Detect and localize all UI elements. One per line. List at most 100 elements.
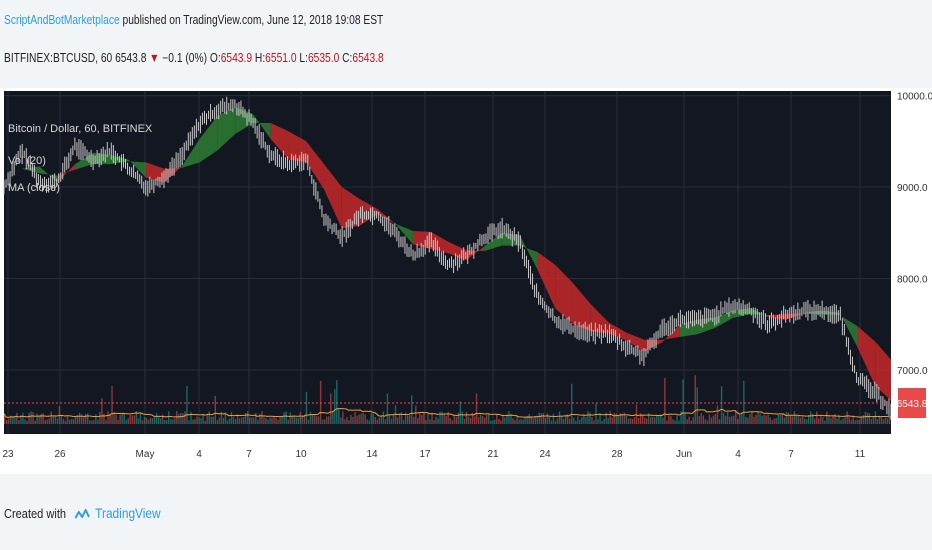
publish-info: ScriptAndBotMarketplace published on Tra… [4,13,383,27]
volume-bar [818,418,820,424]
volume-bar [368,420,370,424]
volume-bar [161,414,164,424]
volume-bar [477,417,480,424]
volume-bar [597,419,599,424]
volume-bar [599,413,601,424]
volume-bar [374,417,376,424]
volume-bar [773,418,775,424]
volume-bar [342,411,344,424]
volume-bar [840,420,842,424]
volume-bar [641,414,644,424]
volume-bar [206,414,208,424]
price-chart[interactable]: Bitcoin / Dollar, 60, BITFINEX Vol (20) … [0,88,932,474]
ma-cloud-segment [750,308,769,318]
volume-bar [289,412,291,424]
volume-bar [613,413,615,424]
ma-cloud-segment [804,310,822,315]
volume-bar [145,417,148,424]
ma-cloud-segment [39,166,58,183]
y-tick-label: 7000.0 [897,366,928,377]
volume-bar [870,419,873,424]
volume-bar [797,416,800,424]
volume-bar [265,418,267,424]
author-link[interactable]: ScriptAndBotMarketplace [4,13,120,27]
volume-bar [166,420,168,424]
ma-cloud-segment [484,232,502,252]
volume-bar [121,413,123,424]
volume-bar [603,418,605,424]
volume-bar [611,417,613,424]
volume-bar [852,415,854,424]
price-axis[interactable] [891,91,932,434]
volume-bar [291,415,293,424]
ma-cloud-segment [377,208,396,224]
volume-bar [386,393,389,424]
volume-bar [210,416,212,424]
volume-bar [20,415,22,424]
volume-bar [259,413,261,424]
volume-bar [779,415,781,424]
volume-bar [396,417,399,424]
volume-bar [6,420,8,424]
volume-bar [546,413,549,424]
volume-bar [413,416,415,424]
volume-bar [95,414,97,424]
volume-bar [437,418,439,424]
volume-bar [378,417,381,424]
x-tick-label: 28 [611,449,623,460]
volume-bar [297,417,300,424]
volume-bar [621,413,624,424]
volume-bar [137,418,140,424]
volume-bar [473,416,476,424]
volume-bar [372,413,374,424]
tradingview-brand-link[interactable]: TradingView [95,505,161,521]
volume-bar [78,412,81,424]
volume-bar [820,414,822,424]
volume-bar [724,415,727,424]
ma-cloud-segment [306,141,325,190]
volume-bar [623,412,626,424]
volume-bar [601,420,603,424]
volume-bar [872,416,875,424]
volume-bar [676,415,678,424]
volume-bar [14,416,16,424]
time-axis[interactable] [0,434,932,474]
volume-bar [805,419,808,424]
volume-bar [228,418,231,424]
volume-bar [348,420,350,424]
volume-bar [775,418,777,424]
volume-bar [360,413,362,424]
volume-bar [874,411,877,424]
volume-bar [652,416,654,424]
volume-bar [830,418,832,424]
volume-bar [70,419,73,424]
volume-bar [684,412,686,424]
volume-bar [196,416,198,424]
volume-bar [427,413,429,424]
volume-bar [791,416,794,424]
volume-bar [530,415,532,424]
x-tick-label: 4 [196,449,202,460]
volume-bar [629,418,632,424]
ma-cloud-segment [466,246,485,261]
volume-bar [822,417,824,424]
volume-bar [32,412,34,424]
volume-bar [710,417,713,424]
volume-bar [568,418,571,424]
volume-bar [479,414,482,424]
volume-bar [670,416,672,424]
x-tick-label: 23 [2,449,14,460]
volume-bar [305,391,308,424]
volume-bar [745,417,747,424]
chart-panel[interactable]: Bitcoin / Dollar, 60, BITFINEX Vol (20) … [0,88,932,474]
x-tick-label: 7 [246,449,252,460]
volume-bar [763,414,765,424]
volume-bar [163,419,166,424]
volume-bar [273,415,275,424]
volume-bar [781,413,784,424]
volume-bar [406,415,409,424]
volume-bar [218,417,221,424]
volume-bar [117,420,119,424]
volume-bar [666,420,668,424]
ma-cloud-segment [252,113,271,140]
